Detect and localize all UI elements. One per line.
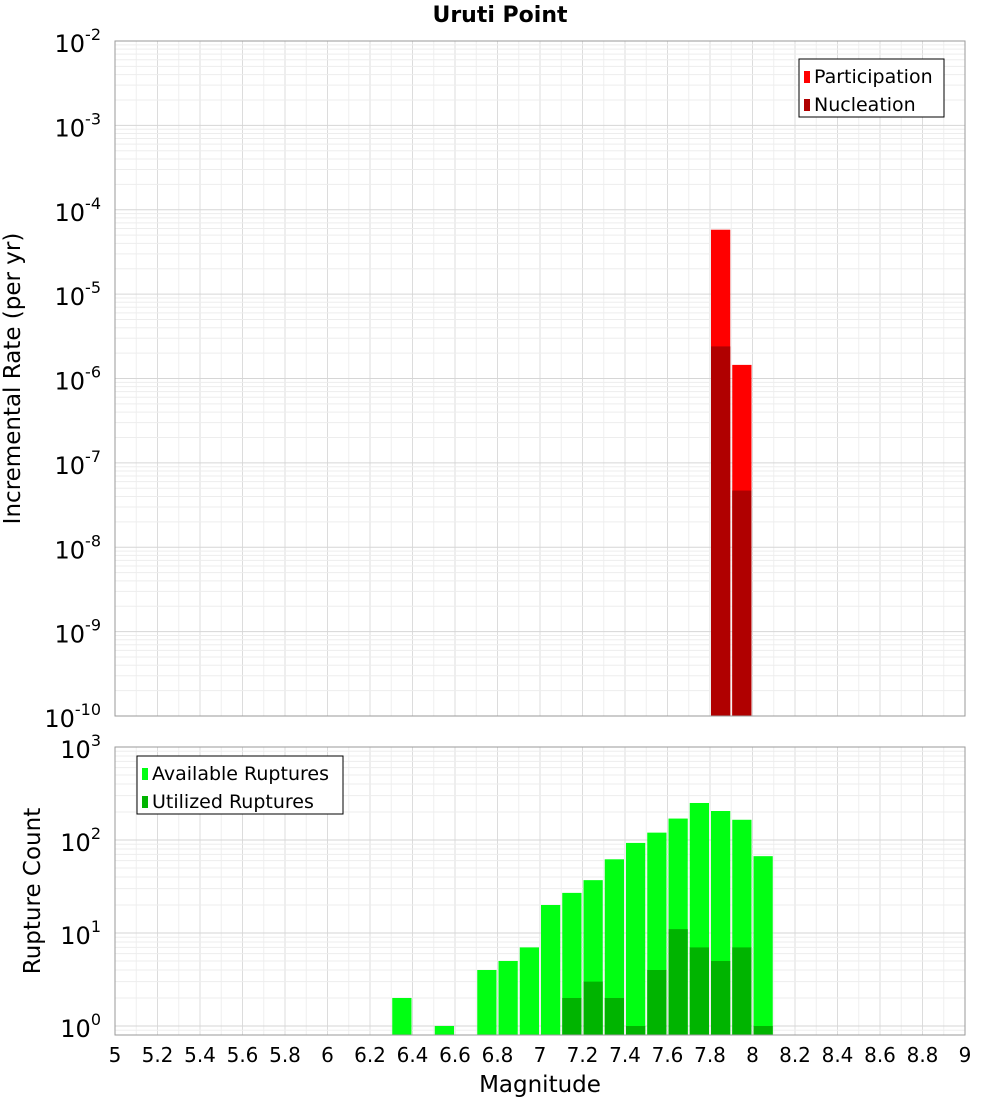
y-tick-label: 101 — [60, 917, 101, 950]
x-tick-label: 5.4 — [184, 1043, 216, 1067]
x-tick-label: 5.2 — [142, 1043, 174, 1067]
plot-frame — [114, 40, 966, 717]
legend-box — [136, 755, 344, 815]
x-tick-label: 8.6 — [864, 1043, 896, 1067]
bar — [753, 856, 773, 1035]
y-tick-label: 10-3 — [55, 109, 102, 142]
bar — [604, 997, 624, 1035]
y-tick-label: 103 — [60, 731, 101, 764]
x-tick-label: 6.4 — [397, 1043, 429, 1067]
x-tick-label: 5.6 — [227, 1043, 259, 1067]
bar — [647, 969, 667, 1035]
legend-swatch — [804, 99, 810, 111]
x-tick-label: 8 — [746, 1043, 759, 1067]
bar — [392, 997, 412, 1035]
legend: Available Ruptures Utilized Ruptures — [136, 755, 344, 815]
bar — [604, 859, 624, 1035]
bar — [689, 947, 709, 1035]
bar — [753, 1025, 773, 1035]
rate-plot: 10-10 10-9 10-8 10-7 10-6 10-5 10-4 10-3 10-2 Inc… — [0, 25, 966, 733]
legend-swatch — [804, 71, 810, 83]
x-tick-label: 8.8 — [907, 1043, 939, 1067]
bar — [711, 346, 731, 716]
x-tick-label: 6.6 — [439, 1043, 471, 1067]
x-tick-label: 8.4 — [822, 1043, 854, 1067]
x-tick-label: 6 — [321, 1043, 334, 1067]
y-tick-label: 100 — [60, 1010, 101, 1043]
y-tick-label: 10-4 — [55, 194, 102, 227]
bar — [477, 969, 497, 1035]
x-tick-label: 5 — [109, 1043, 122, 1067]
bar — [583, 981, 603, 1035]
x-tick-label: 7.2 — [567, 1043, 599, 1067]
bar — [732, 947, 752, 1035]
bar — [711, 960, 731, 1035]
legend: Participation Nucleation — [798, 58, 945, 118]
x-tick-label: 7.8 — [694, 1043, 726, 1067]
x-tick-label: 8.2 — [779, 1043, 811, 1067]
legend-label: Nucleation — [814, 94, 916, 116]
bar — [562, 997, 582, 1035]
legend-box — [798, 58, 945, 118]
legend-swatch — [142, 796, 148, 808]
x-axis-label: Magnitude — [479, 1072, 601, 1098]
x-tick-label: 7.6 — [652, 1043, 684, 1067]
y-axis-label: Rupture Count — [20, 808, 46, 974]
y-tick-label: 10-2 — [55, 25, 102, 58]
y-tick-label: 10-6 — [55, 363, 102, 396]
y-tick-label: 10-8 — [55, 531, 102, 564]
plot-frame — [114, 746, 966, 1036]
x-tick-label: 6.2 — [354, 1043, 386, 1067]
y-axis-label: Incremental Rate (per yr) — [0, 233, 26, 525]
y-tick-label: 102 — [60, 824, 101, 857]
x-tick-label: 6.8 — [482, 1043, 514, 1067]
legend-label: Participation — [814, 66, 933, 88]
chart-title: Uruti Point — [432, 3, 568, 28]
bar — [626, 842, 646, 1035]
bar — [541, 904, 561, 1035]
bar — [626, 1025, 646, 1035]
legend-label: Available Ruptures — [152, 763, 329, 785]
bar — [434, 1025, 454, 1035]
x-tick-label: 7 — [534, 1043, 547, 1067]
bar — [668, 929, 688, 1035]
y-tick-label: 10-5 — [55, 278, 102, 311]
legend-label: Utilized Ruptures — [152, 791, 314, 813]
x-tick-label: 5.8 — [269, 1043, 301, 1067]
x-tick-label: 7.4 — [609, 1043, 641, 1067]
bar — [732, 490, 752, 716]
bar — [498, 960, 518, 1035]
y-tick-label: 10-10 — [44, 700, 101, 733]
y-tick-label: 10-7 — [55, 447, 102, 480]
legend-swatch — [142, 768, 148, 780]
grid — [114, 40, 966, 717]
x-tick-label: 9 — [959, 1043, 972, 1067]
y-tick-label: 10-9 — [55, 616, 102, 649]
bar — [519, 947, 539, 1035]
